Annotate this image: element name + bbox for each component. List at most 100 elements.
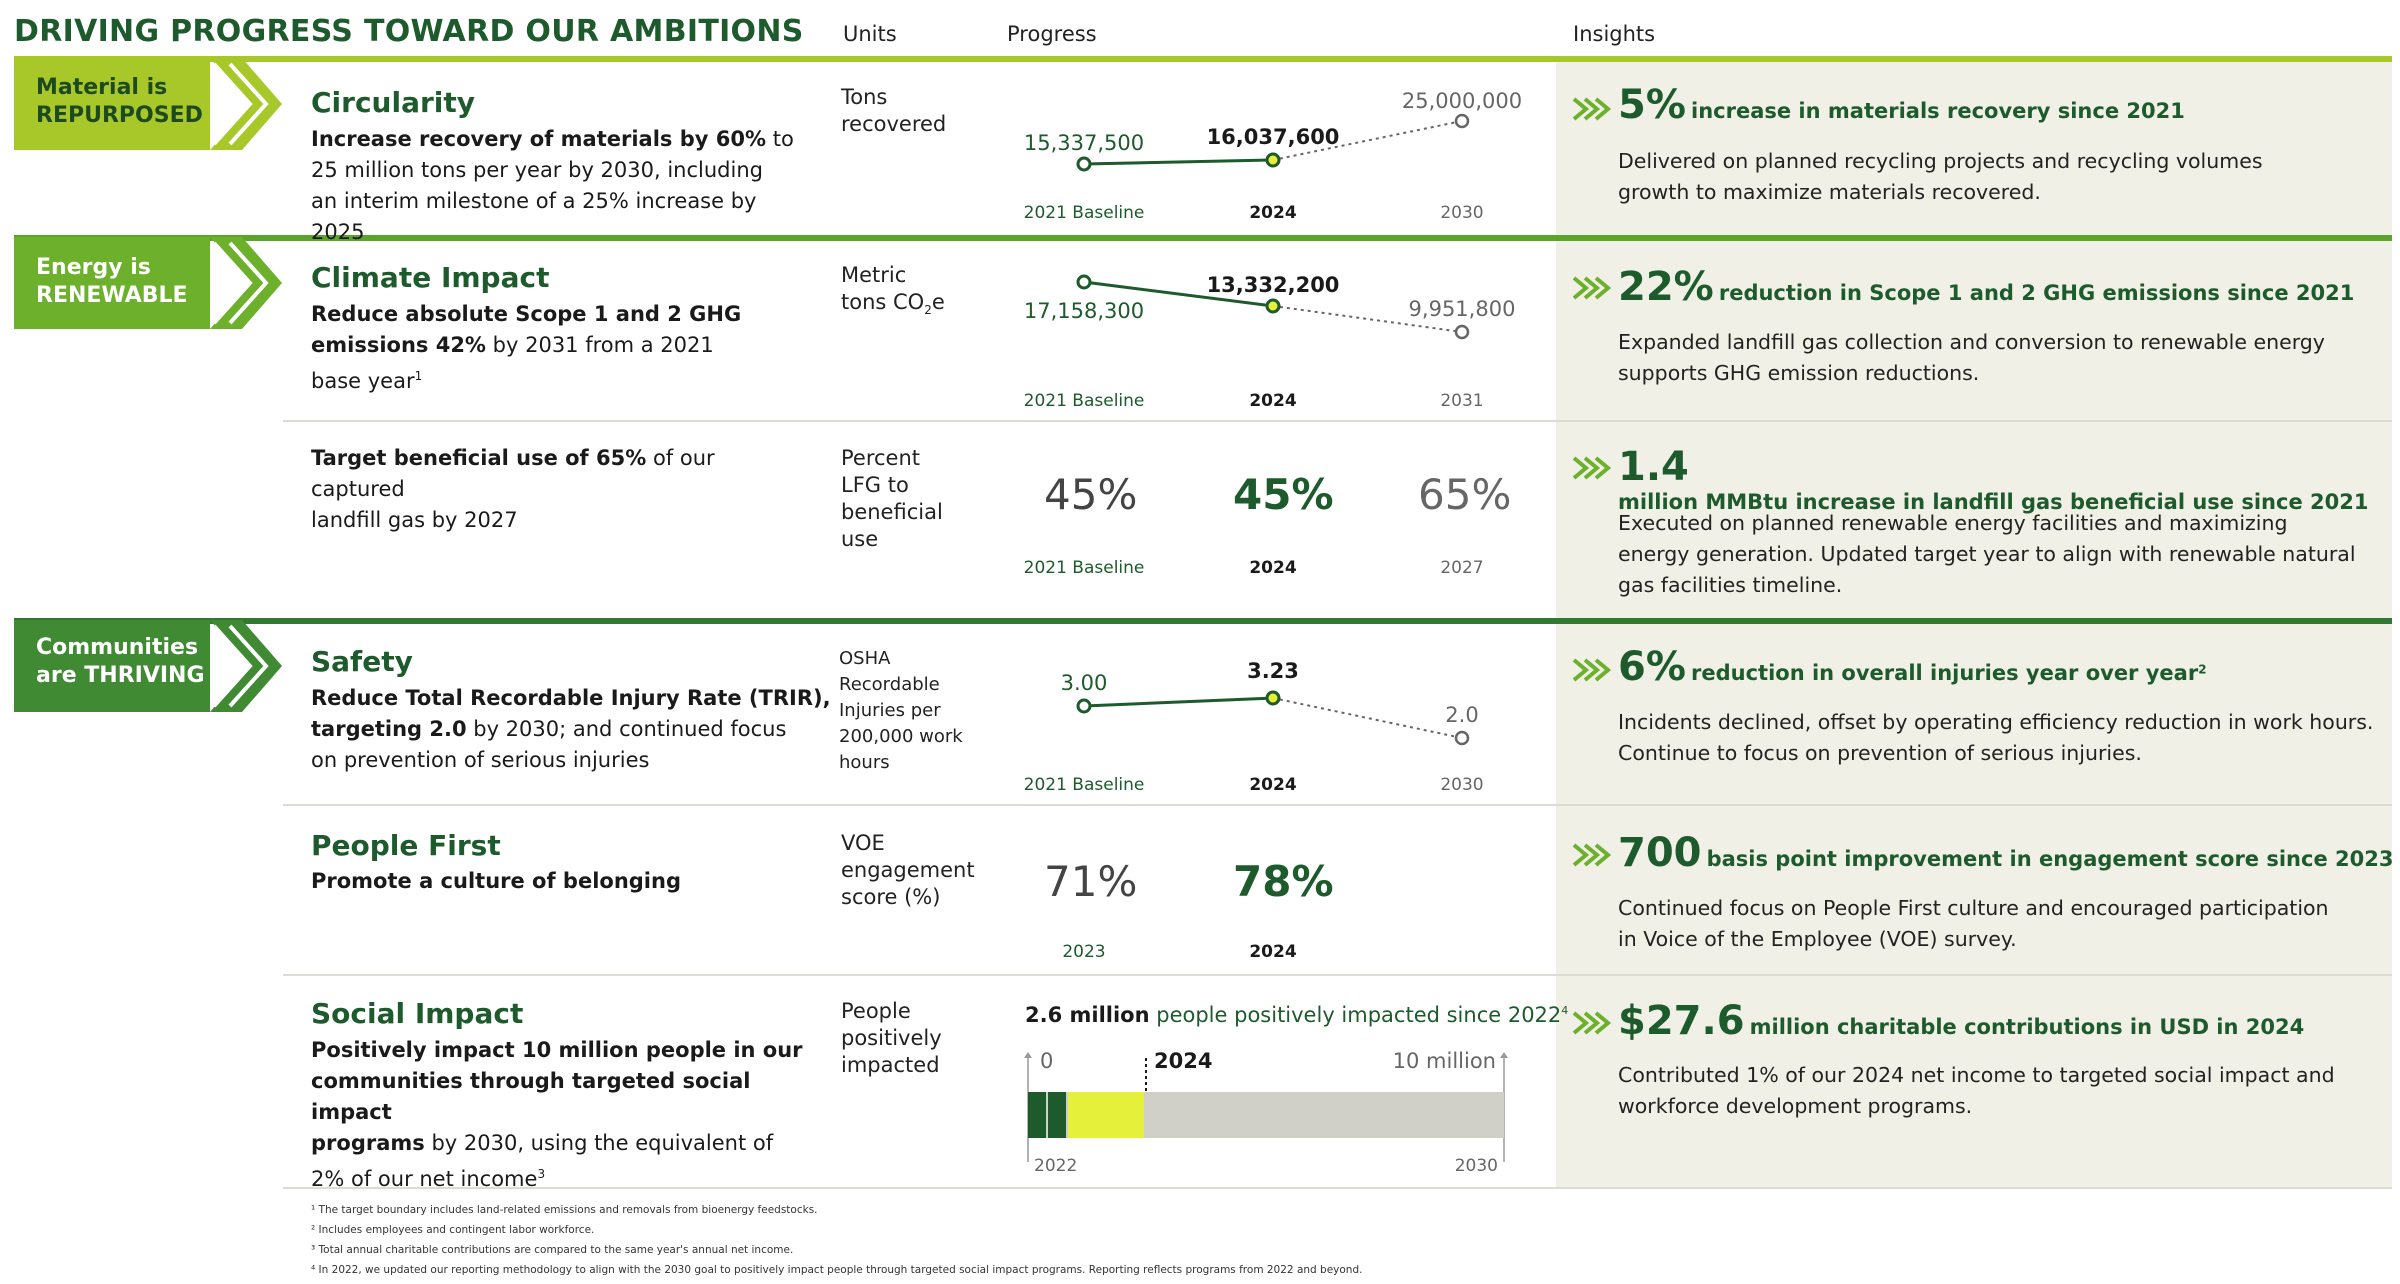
units-text: VOE — [841, 831, 885, 855]
insights-column-header: Insights — [1573, 22, 1656, 46]
chart-value-label: 3.00 — [1061, 671, 1108, 695]
desc-text: of our captured — [311, 446, 715, 501]
energy-banner-shape — [14, 237, 282, 329]
insight-number: 6% — [1618, 644, 1686, 690]
chart-value-label: 25,000,000 — [1402, 89, 1522, 113]
desc-bold: programs — [311, 1131, 425, 1155]
safety-insight-headline: 6% reduction in overall injuries year ov… — [1618, 644, 2207, 690]
chart-value-label: 16,037,600 — [1207, 125, 1340, 149]
banner-line: REPURPOSED — [36, 103, 203, 128]
insight-headline: reduction in Scope 1 and 2 GHG emissions… — [1718, 281, 2355, 305]
units-text: recovered — [841, 112, 947, 136]
insight-text: in Voice of the Employee (VOE) survey. — [1618, 927, 2017, 951]
chart-axis-label: 2021 Baseline — [1024, 391, 1145, 411]
chart-axis-label: 2030 — [1440, 203, 1483, 223]
energy-divider — [14, 235, 2392, 241]
desc-text: by 2030; and continued focus — [466, 717, 787, 741]
desc-bold: Reduce Total Recordable Injury Rate (TRI… — [311, 686, 831, 710]
people-title: People First — [311, 829, 501, 862]
desc-text: by 2031 from a 2021 — [485, 333, 714, 357]
chart-axis-label: 2024 — [1249, 775, 1296, 795]
units-text: hours — [839, 752, 890, 773]
desc-bold: Promote a culture of belonging — [311, 869, 681, 893]
desc-text: base year — [311, 369, 415, 393]
people-value-2024: 78% — [1233, 857, 1334, 906]
units-text: Recordable — [839, 674, 940, 695]
desc-bold: Reduce absolute Scope 1 and 2 GHG — [311, 302, 742, 326]
chart-point-baseline — [1076, 274, 1092, 290]
footnote-ref: 3 — [537, 1167, 546, 1181]
desc-text: an interim milestone of a 25% increase b… — [311, 189, 757, 244]
units-text: e — [931, 290, 945, 314]
lfg-value-current: 45% — [1233, 470, 1334, 519]
chevron-double-icon — [1572, 97, 1612, 121]
insight-text: Continue to focus on prevention of serio… — [1618, 741, 2142, 765]
people-insight-headline: 700 basis point improvement in engagemen… — [1618, 830, 2393, 876]
bar-start-label: 2022 — [1034, 1156, 1077, 1176]
lfg-insight-headline: 1.4 million MMBtu increase in landfill g… — [1618, 444, 2400, 514]
social-description: Positively impact 10 million people in o… — [311, 1035, 831, 1195]
chevron-double-icon — [1572, 1011, 1612, 1035]
footnote: ¹ The target boundary includes land-rela… — [311, 1204, 818, 1216]
desc-text: by 2030, using the equivalent of — [424, 1131, 774, 1155]
climate-insight-body: Expanded landfill gas collection and con… — [1618, 327, 2325, 389]
banner-line: Material is — [36, 75, 168, 100]
insight-number: 5% — [1618, 82, 1686, 128]
social-units: People positively impacted — [841, 998, 942, 1079]
units-text: engagement — [841, 858, 975, 882]
insight-headline: million charitable contributions in USD … — [1749, 1015, 2305, 1039]
units-text: 200,000 work — [839, 726, 963, 747]
social-bar-headline: 2.6 million people positively impacted s… — [1025, 1003, 1568, 1027]
insight-text: Contributed 1% of our 2024 net income to… — [1618, 1063, 2335, 1087]
chevron-double-icon — [1572, 658, 1612, 682]
units-text: Injuries per — [839, 700, 941, 721]
communities-banner-shape — [14, 620, 282, 712]
chart-point-baseline — [1076, 156, 1092, 172]
bar-axis-tick — [1500, 1052, 1508, 1058]
banner-line: Communities — [36, 635, 199, 660]
insight-text: Incidents declined, offset by operating … — [1618, 710, 2374, 734]
material-divider — [14, 56, 2392, 62]
climate-description: Reduce absolute Scope 1 and 2 GHG emissi… — [311, 299, 811, 397]
insight-text: growth to maximize materials recovered. — [1618, 180, 2041, 204]
climate-title: Climate Impact — [311, 261, 550, 294]
chart-point-baseline — [1076, 698, 1092, 714]
footnote: ³ Total annual charitable contributions … — [311, 1244, 794, 1256]
insight-headline: basis point improvement in engagement sc… — [1706, 847, 2394, 871]
insight-text: gas facilities timeline. — [1618, 573, 1843, 597]
safety-title: Safety — [311, 645, 413, 678]
chart-axis-label: 2031 — [1440, 391, 1483, 411]
chart-axis-label: 2024 — [1249, 391, 1296, 411]
social-title: Social Impact — [311, 997, 524, 1030]
energy-banner: Energy is RENEWABLE — [14, 254, 214, 310]
people-units: VOE engagement score (%) — [841, 830, 975, 911]
insight-number: $27.6 — [1618, 998, 1745, 1044]
bar-max-label: 10 million — [1393, 1049, 1496, 1073]
safety-chart: 3.00 3.23 2.0 2021 Baseline 2024 2030 — [1024, 659, 1484, 795]
units-subscript: 2 — [924, 303, 932, 318]
banner-line: are THRIVING — [36, 663, 205, 688]
insights-panel — [1556, 62, 2392, 1187]
chart-line-actual — [1083, 280, 1274, 308]
insight-headline: million MMBtu increase in landfill gas b… — [1618, 490, 2369, 514]
units-text: Percent — [841, 446, 921, 470]
row-divider — [283, 420, 2392, 422]
insight-number: 22% — [1618, 264, 1714, 310]
insight-text: Continued focus on People First culture … — [1618, 896, 2329, 920]
insight-text: energy generation. Updated target year t… — [1618, 542, 2356, 566]
units-text: impacted — [841, 1053, 940, 1077]
footnote-ref: 1 — [414, 369, 423, 383]
units-text: OSHA — [839, 648, 891, 669]
chart-line-target — [1272, 697, 1463, 739]
circularity-insight-body: Delivered on planned recycling projects … — [1618, 146, 2263, 208]
lfg-label-target: 2027 — [1440, 558, 1484, 578]
units-text: LFG to — [841, 473, 909, 497]
bar-segment-2022 — [1028, 1092, 1046, 1138]
units-text: Metric — [841, 263, 907, 287]
desc-bold: Increase recovery of materials by 60% — [311, 127, 767, 151]
chart-value-label: 13,332,200 — [1207, 273, 1340, 297]
climate-chart: 17,158,300 13,332,200 9,951,800 2021 Bas… — [1024, 273, 1516, 411]
insight-text: Expanded landfill gas collection and con… — [1618, 330, 2325, 354]
lfg-label-baseline: 2021 Baseline — [1023, 558, 1145, 578]
people-label-2024: 2024 — [1249, 942, 1297, 962]
